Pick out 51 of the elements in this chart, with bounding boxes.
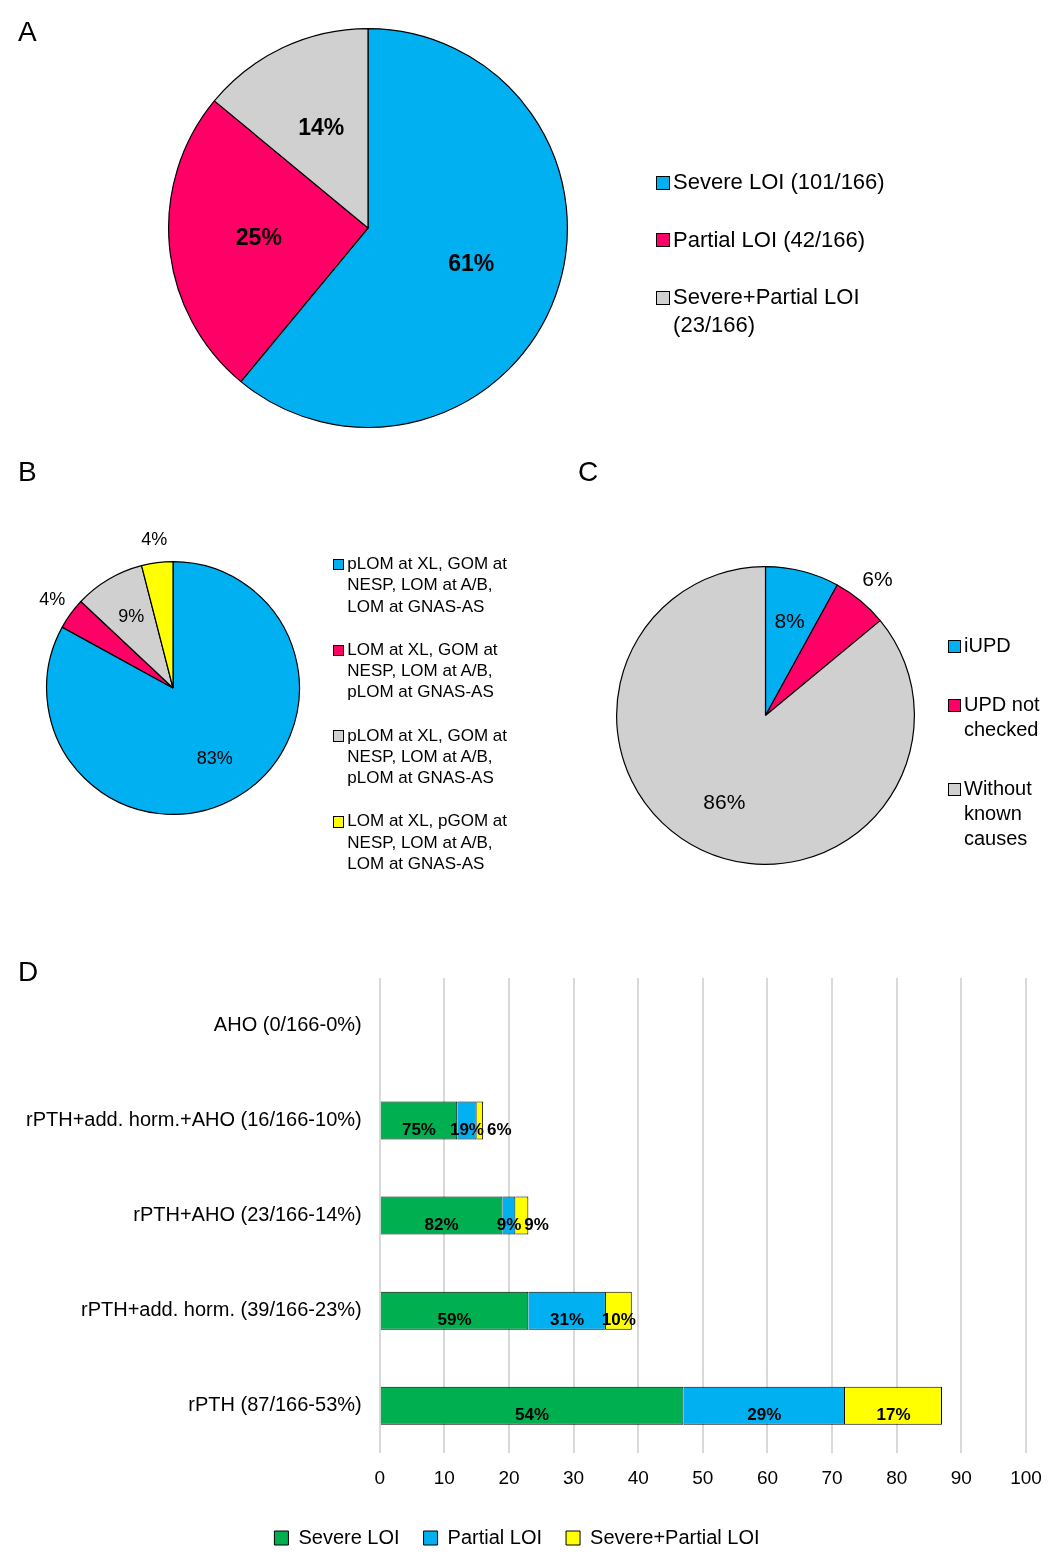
data-label: 4% xyxy=(39,589,66,610)
x-tick-label: 30 xyxy=(563,1466,585,1488)
data-label: 4% xyxy=(141,528,168,549)
data-label: 61% xyxy=(448,250,495,277)
annotation: 17% xyxy=(876,1405,911,1425)
legend-label: iUPD xyxy=(964,633,1011,658)
data-label: 83% xyxy=(196,747,233,768)
legend-label: Partial LOI (42/166) xyxy=(673,225,866,253)
text: D xyxy=(18,956,39,988)
x-tick-label: 90 xyxy=(950,1466,972,1488)
legend-label: Partial LOI xyxy=(447,1525,543,1548)
data-label: 86% xyxy=(703,789,746,813)
legend-label: pLOM at XL, GOM at NESP, LOM at A/B, pLOM at GNAS-AS xyxy=(347,724,508,789)
data-label: 25% xyxy=(235,223,282,250)
x-tick-label: 20 xyxy=(498,1466,520,1488)
annotation: 29% xyxy=(747,1405,782,1425)
y-tick-label: rPTH+add. horm. (39/166-23%) xyxy=(81,1298,362,1321)
x-tick-label: 0 xyxy=(374,1466,385,1488)
legend-label: Severe LOI (101/166) xyxy=(673,168,885,196)
data-label: 14% xyxy=(298,114,345,141)
legend-label: pLOM at XL, GOM at NESP, LOM at A/B, LOM at GNAS-AS xyxy=(347,553,508,617)
y-tick-label: rPTH+add. horm.+AHO (16/166-10%) xyxy=(26,1108,362,1131)
annotation: 31% xyxy=(550,1310,585,1330)
x-tick-label: 40 xyxy=(627,1466,649,1488)
chart-title: A xyxy=(18,16,37,48)
x-tick-label: 50 xyxy=(692,1466,714,1488)
y-tick-label: rPTH (87/166-53%) xyxy=(188,1393,362,1416)
annotation: 82% xyxy=(424,1215,459,1235)
x-tick-label: 10 xyxy=(433,1466,455,1488)
x-tick-label: 60 xyxy=(756,1466,779,1488)
chart-title: C xyxy=(578,456,599,488)
data-label: 6% xyxy=(862,566,893,590)
y-tick-label: AHO (0/166-0%) xyxy=(213,1013,362,1036)
data-label: 8% xyxy=(774,608,805,632)
chart-title: B xyxy=(18,456,37,488)
legend-label: Severe LOI xyxy=(298,1525,400,1548)
x-tick-label: 100 xyxy=(1010,1466,1042,1488)
annotation: 6% xyxy=(486,1120,512,1140)
legend-label: UPD not checked xyxy=(964,692,1041,742)
legend-label: Without known causes xyxy=(964,776,1033,851)
annotation: 54% xyxy=(515,1405,550,1425)
annotation: 75% xyxy=(401,1120,436,1140)
legend-label: LOM at XL, GOM at NESP, LOM at A/B, pLOM at GNAS-AS xyxy=(347,638,499,703)
legend-label: LOM at XL, pGOM at NESP, LOM at A/B, LOM at GNAS-AS xyxy=(347,810,508,874)
x-tick-label: 80 xyxy=(886,1466,908,1488)
legend-label: Severe+Partial LOI (23/166) xyxy=(673,283,861,338)
legend-label: Severe+Partial LOI xyxy=(590,1525,760,1548)
annotation: 59% xyxy=(437,1310,472,1330)
data-label: 9% xyxy=(118,606,145,627)
x-tick-label: 70 xyxy=(821,1466,843,1488)
y-tick-label: rPTH+AHO (23/166-14%) xyxy=(133,1203,362,1226)
